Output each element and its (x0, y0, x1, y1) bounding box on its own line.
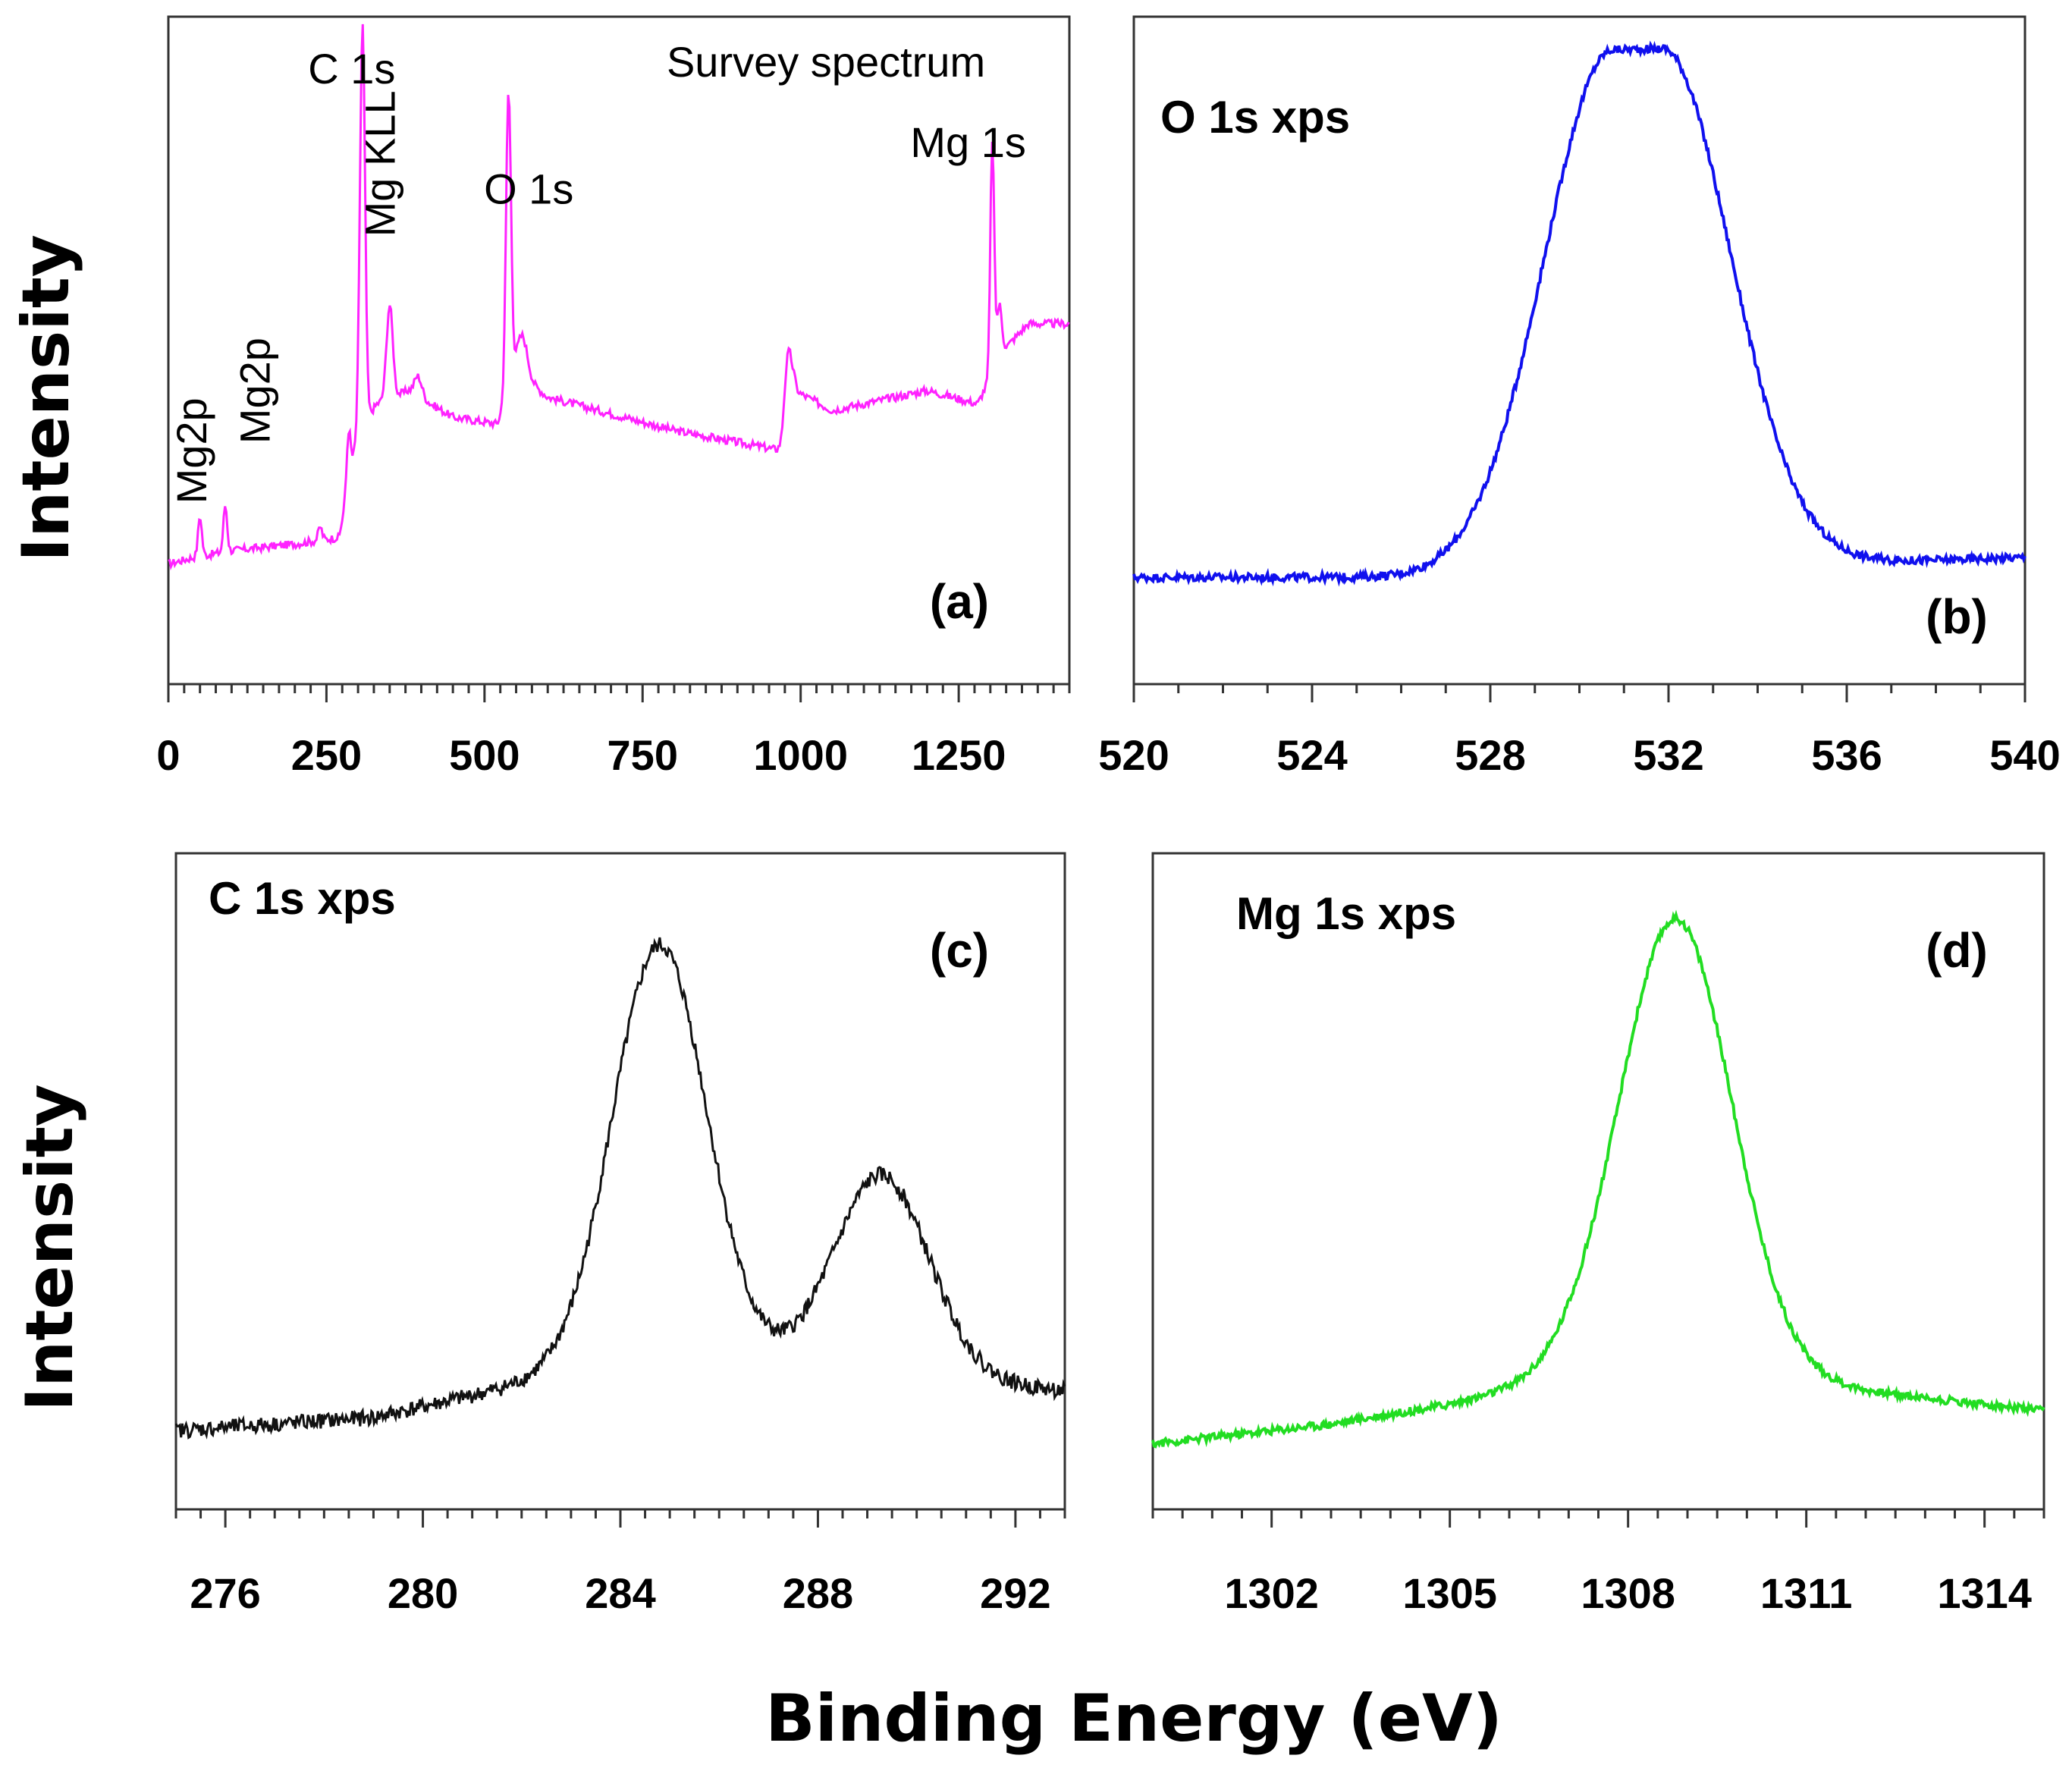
x-tick-label: 1314 (1937, 1569, 2032, 1617)
x-tick-label: 528 (1455, 731, 1525, 779)
x-tick-label: 0 (156, 731, 180, 779)
x-axis-label: Binding Energy (eV) (765, 1681, 1502, 1757)
panel-c-title: C 1s xps (209, 873, 396, 924)
peak-annotation: Mg KLL (356, 90, 403, 237)
peak-annotation: Mg2p (168, 397, 215, 504)
peak-annotation: C 1s (308, 45, 395, 93)
panel-c-letter: (c) (930, 923, 989, 978)
panel-a-ticks (167, 684, 1071, 702)
x-tick-label: 532 (1633, 731, 1703, 779)
panel-a-tick-labels: 0 250 500 750 1000 1250 (156, 731, 1006, 779)
panel-d-frame (1151, 852, 2045, 1511)
panel-b-tick-labels: 520 524 528 532 536 540 (1098, 731, 2060, 779)
panel-d-ticks (1151, 1509, 2045, 1528)
x-tick-label: 536 (1811, 731, 1882, 779)
x-tick-label: 1000 (753, 731, 848, 779)
panel-b-ticks (1132, 684, 2026, 702)
panel-d-spectrum-line (1151, 909, 2045, 1449)
peak-annotation: Mg2p (231, 338, 278, 444)
panel-b-spectrum-line (1132, 40, 2026, 587)
panel-a-spectrum-line (168, 24, 1070, 571)
panel-d-tick-labels: 1302 1305 1308 1311 1314 (1224, 1569, 2032, 1617)
x-tick-label: 1250 (912, 731, 1006, 779)
panel-b-o1s: 520 524 528 532 536 540 O 1s xps (b) (1098, 15, 2061, 779)
x-tick-label: 1302 (1224, 1569, 1319, 1617)
panel-d-title: Mg 1s xps (1236, 888, 1456, 939)
y-axis-label-bottom: Intensity (12, 1084, 88, 1412)
panel-c-c1s: 276 280 284 288 292 C 1s xps (c) (174, 852, 1066, 1617)
x-tick-label: 1308 (1581, 1569, 1675, 1617)
peak-annotation: Mg 1s (910, 118, 1026, 166)
panel-a-letter: (a) (930, 574, 989, 629)
x-tick-label: 524 (1276, 731, 1347, 779)
x-tick-label: 540 (1989, 731, 2060, 779)
panel-a-frame (167, 15, 1071, 686)
panel-c-ticks (174, 1509, 1066, 1528)
panel-c-spectrum-line (174, 937, 1066, 1440)
x-tick-label: 750 (607, 731, 678, 779)
x-tick-label: 250 (291, 731, 362, 779)
panel-a-title: Survey spectrum (667, 38, 985, 86)
panel-c-tick-labels: 276 280 284 288 292 (190, 1569, 1050, 1617)
x-tick-label: 280 (388, 1569, 458, 1617)
panel-d-letter: (d) (1926, 923, 1988, 978)
peak-annotation: O 1s (484, 165, 573, 212)
y-axis-label-top: Intensity (8, 234, 84, 562)
x-tick-label: 520 (1098, 731, 1169, 779)
x-tick-label: 284 (585, 1569, 655, 1617)
x-tick-label: 1311 (1760, 1569, 1853, 1617)
x-tick-label: 500 (449, 731, 520, 779)
panel-b-title: O 1s xps (1160, 92, 1350, 143)
x-tick-label: 288 (783, 1569, 853, 1617)
panel-d-mg1s: 1302 1305 1308 1311 1314 Mg 1s xps (d) (1151, 852, 2045, 1617)
x-tick-label: 276 (190, 1569, 260, 1617)
x-tick-label: 1305 (1402, 1569, 1497, 1617)
x-tick-label: 292 (980, 1569, 1050, 1617)
panel-b-letter: (b) (1926, 589, 1988, 644)
